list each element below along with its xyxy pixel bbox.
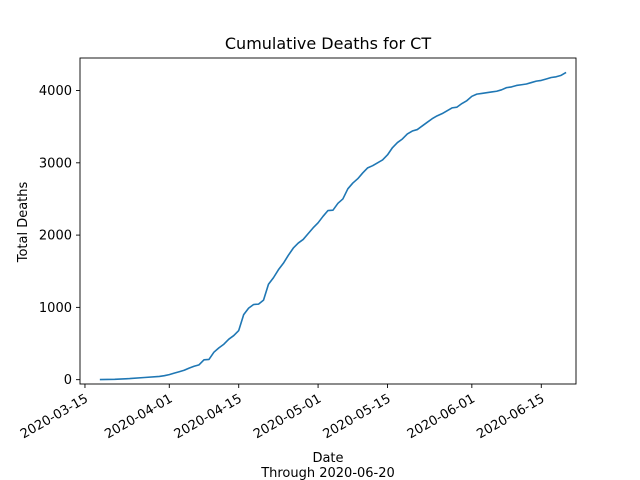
chart-title: Cumulative Deaths for CT (225, 34, 431, 53)
x-tick-label: 2020-04-15 (172, 391, 245, 442)
x-tick-label: 2020-04-01 (102, 391, 175, 442)
y-axis-label: Total Deaths (16, 181, 31, 263)
x-axis-label: Date (312, 451, 343, 466)
y-tick-label: 0 (64, 373, 72, 388)
x-tick-label: 2020-05-15 (321, 391, 394, 442)
y-tick-label: 2000 (39, 229, 72, 244)
x-axis-sublabel: Through 2020-06-20 (260, 466, 395, 480)
y-tick-label: 1000 (39, 301, 72, 316)
series-line (99, 71, 567, 381)
x-tick-label: 2020-05-01 (251, 391, 324, 442)
y-axis: 0 1000 2000 3000 4000 (39, 84, 80, 388)
plot-frame (79, 57, 577, 385)
plot-area (79, 57, 577, 385)
x-tick-label: 2020-06-15 (474, 391, 547, 442)
x-tick-label: 2020-06-01 (405, 391, 478, 442)
y-tick-label: 4000 (39, 84, 72, 99)
y-tick-label: 3000 (39, 156, 72, 171)
x-tick-label: 2020-03-15 (18, 391, 91, 442)
